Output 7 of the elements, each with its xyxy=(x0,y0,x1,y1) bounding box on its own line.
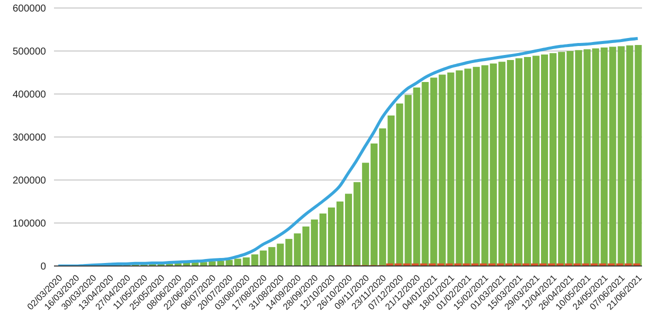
y-tick-label: 300000 xyxy=(12,132,46,144)
y-tick-label: 0 xyxy=(40,262,46,273)
y-tick-label: 600000 xyxy=(12,4,46,15)
y-tick-label: 200000 xyxy=(12,176,46,187)
y-tick-label: 500000 xyxy=(12,46,46,58)
y-tick-label: 400000 xyxy=(12,90,46,101)
y-tick-label: 100000 xyxy=(12,218,46,230)
